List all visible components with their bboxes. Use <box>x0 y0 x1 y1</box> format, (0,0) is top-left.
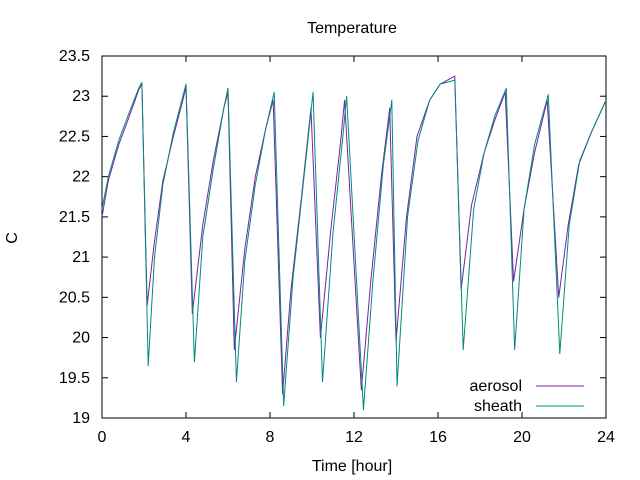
legend-label: sheath <box>474 398 522 415</box>
y-tick-label: 21.5 <box>59 209 90 226</box>
legend-label: aerosol <box>470 378 522 395</box>
y-tick-label: 20 <box>72 330 90 347</box>
x-axis-label: Time [hour] <box>312 458 392 475</box>
series-line-aerosol <box>101 75 607 395</box>
x-tick-label: 20 <box>513 429 531 446</box>
x-axis: 0 4 8 12 16 20 24 <box>98 56 615 446</box>
y-tick-label: 23 <box>72 88 90 105</box>
series-lines <box>101 75 607 411</box>
y-tick-label: 22 <box>72 169 90 186</box>
x-tick-label: 8 <box>266 429 275 446</box>
y-tick-label: 20.5 <box>59 289 90 306</box>
x-tick-label: 24 <box>597 429 615 446</box>
y-tick-label: 21 <box>72 249 90 266</box>
y-tick-label: 19 <box>72 410 90 427</box>
series-line-sheath <box>101 79 607 411</box>
x-tick-label: 12 <box>345 429 363 446</box>
x-tick-label: 4 <box>182 429 191 446</box>
chart-title: Temperature <box>307 20 397 37</box>
legend: aerosol sheath <box>470 378 584 415</box>
y-axis-label: C <box>4 232 21 244</box>
x-tick-label: 16 <box>429 429 447 446</box>
y-tick-label: 22.5 <box>59 128 90 145</box>
x-tick-label: 0 <box>98 429 107 446</box>
y-axis: 19 19.5 20 20.5 21 21.5 22 22.5 23 23.5 <box>59 48 606 427</box>
y-tick-label: 19.5 <box>59 370 90 387</box>
y-tick-label: 23.5 <box>59 48 90 65</box>
